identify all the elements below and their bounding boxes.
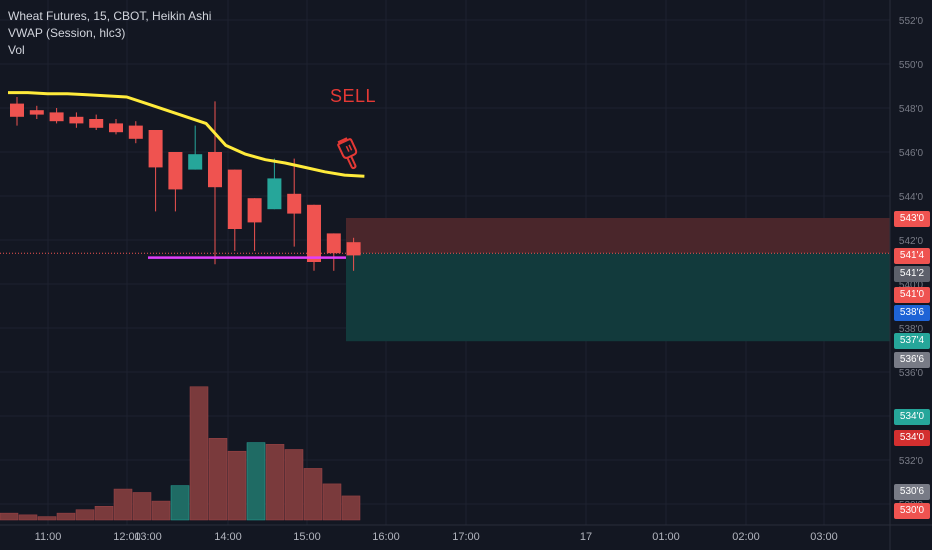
volume-bars: [0, 386, 361, 521]
price-tick-label: 550'0: [899, 60, 924, 71]
time-tick-label: 14:00: [214, 531, 242, 543]
candle-body: [148, 130, 163, 168]
price-tick-label: 552'0: [899, 16, 924, 27]
volume-bar: [151, 500, 171, 521]
price-badge[interactable]: 541'2: [894, 266, 930, 282]
time-tick-label: 12:00: [113, 531, 141, 543]
volume-bar: [189, 386, 209, 521]
time-tick-label: 16:00: [372, 531, 400, 543]
volume-bar: [322, 483, 342, 521]
price-tick-label: 548'0: [899, 104, 924, 115]
candle-body: [29, 110, 44, 115]
price-badge[interactable]: 530'6: [894, 484, 930, 500]
volume-bar: [265, 444, 285, 521]
candle-body: [247, 198, 262, 223]
price-badge[interactable]: 534'0: [894, 430, 930, 446]
candle-body: [89, 119, 104, 128]
price-badge[interactable]: 541'0: [894, 287, 930, 303]
volume-bar: [94, 505, 114, 521]
candle-body: [287, 193, 302, 214]
volume-bar: [170, 485, 190, 521]
price-badge[interactable]: 537'4: [894, 333, 930, 349]
candle-body: [307, 204, 321, 262]
candle-body: [188, 154, 203, 170]
time-tick-label: 17: [580, 531, 592, 543]
candle-body: [10, 103, 24, 117]
volume-bar: [113, 488, 133, 521]
volume-bar: [56, 512, 76, 521]
time-tick-label: 11:00: [35, 531, 62, 543]
time-tick-label: 01:00: [652, 531, 680, 543]
price-tick-label: 536'0: [899, 368, 924, 379]
volume-bar: [18, 514, 38, 521]
volume-bar: [132, 492, 152, 521]
time-tick-label: 15:00: [293, 531, 321, 543]
overlay-lines: [0, 91, 890, 259]
candle-body: [109, 123, 123, 133]
candlesticks: [10, 97, 361, 271]
chart-legend: Wheat Futures, 15, CBOT, Heikin Ashi VWA…: [8, 8, 211, 59]
candle-body: [49, 112, 64, 122]
pointing-hand-icon[interactable]: [333, 132, 363, 172]
volume-bar: [303, 468, 323, 521]
volume-bar: [341, 495, 361, 521]
volume-bar: [0, 512, 19, 521]
candle-body: [227, 169, 242, 229]
price-badge[interactable]: 543'0: [894, 211, 930, 227]
time-tick-label: 02:00: [732, 531, 760, 543]
price-tick-label: 538'0: [899, 324, 924, 335]
volume-bar: [246, 442, 266, 521]
price-tick-label: 532'0: [899, 456, 924, 467]
vwap-legend[interactable]: VWAP (Session, hlc3): [8, 26, 126, 40]
price-badge[interactable]: 536'6: [894, 352, 930, 368]
sell-annotation[interactable]: SELL: [330, 86, 377, 106]
risk-reward-zones[interactable]: [346, 218, 890, 342]
price-tick-label: 544'0: [899, 192, 924, 203]
candle-body: [69, 116, 84, 124]
candle-body: [168, 152, 183, 190]
candle-body: [267, 178, 282, 210]
time-tick-label: 17:00: [452, 531, 480, 543]
volume-bar: [227, 450, 247, 521]
price-badge[interactable]: 538'6: [894, 305, 930, 321]
candle-body: [346, 242, 361, 256]
volume-bar: [75, 509, 95, 521]
price-badge[interactable]: 530'0: [894, 503, 930, 519]
candle-body: [128, 125, 143, 139]
candle-body: [326, 233, 341, 254]
candle-body: [208, 152, 222, 188]
vwap-line: [8, 91, 365, 178]
take-profit-zone: [346, 253, 890, 342]
time-tick-label: 13:00: [134, 531, 162, 543]
price-badge[interactable]: 541'4: [894, 248, 930, 264]
volume-legend[interactable]: Vol: [8, 43, 25, 57]
price-axis[interactable]: 552'0 550'0 548'0 546'0 544'0 542'0 540'0 538'0…: [889, 0, 924, 550]
volume-bar: [284, 449, 304, 521]
price-tick-label: 540'0: [899, 280, 924, 291]
symbol-title[interactable]: Wheat Futures, 15, CBOT, Heikin Ashi: [8, 9, 212, 23]
price-tick-label: 542'0: [899, 236, 924, 247]
price-badge[interactable]: 534'0: [894, 409, 930, 425]
volume-bar: [37, 516, 57, 521]
time-tick-label: 03:00: [810, 531, 838, 543]
volume-bar: [208, 438, 228, 521]
stop-loss-zone: [346, 218, 890, 254]
price-tick-label: 546'0: [899, 148, 924, 159]
